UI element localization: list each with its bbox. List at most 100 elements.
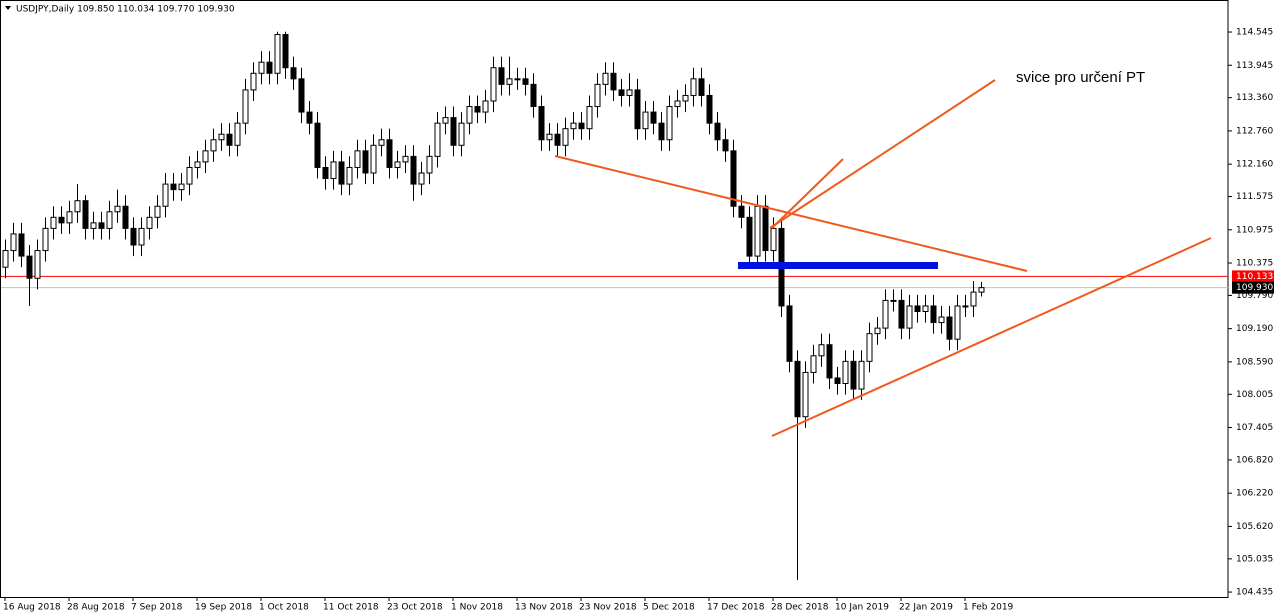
candle-body: [442, 117, 449, 124]
candle-body: [274, 34, 281, 74]
candle-body: [626, 89, 633, 96]
candle-body: [202, 150, 209, 163]
candle-body: [810, 355, 817, 373]
candle-body: [82, 200, 89, 229]
candle-body: [722, 139, 729, 152]
candle-body: [546, 133, 553, 141]
candle-body: [818, 344, 825, 357]
candle-body: [554, 133, 561, 146]
candle-body: [498, 67, 505, 85]
candle-body: [250, 72, 257, 91]
candle-body: [74, 200, 81, 213]
candle-body: [530, 83, 537, 108]
candle-body: [890, 299, 897, 302]
candle-body: [562, 128, 569, 146]
x-tick-label: 17 Dec 2018: [707, 603, 765, 613]
menu-arrow[interactable]: [5, 6, 11, 10]
candle-body: [482, 100, 489, 113]
candle-body: [170, 183, 177, 191]
candle-body: [282, 34, 289, 69]
y-tick-label: 105.035: [1236, 554, 1273, 564]
y-tick-label: 104.435: [1236, 588, 1273, 598]
candle-body: [242, 89, 249, 124]
candle-body: [402, 155, 409, 163]
x-tick-label: 1 Feb 2019: [963, 603, 1014, 613]
x-tick-label: 7 Sep 2018: [131, 603, 183, 613]
y-tick-label: 108.590: [1236, 357, 1273, 367]
candle-body: [90, 222, 97, 229]
candle-body: [42, 227, 49, 252]
candle-body: [522, 78, 529, 85]
y-tick-label: 107.405: [1236, 423, 1273, 433]
candle-body: [746, 216, 753, 257]
candle-body: [826, 344, 833, 379]
candle-body: [666, 106, 673, 141]
candle-body: [338, 161, 345, 185]
candle-body: [602, 72, 609, 85]
candle-body: [714, 122, 721, 141]
candle-body: [394, 161, 401, 168]
candle-body: [730, 150, 737, 207]
x-tick-label: 5 Dec 2018: [643, 603, 695, 613]
candle-body: [162, 183, 169, 207]
x-tick-label: 11 Oct 2018: [323, 603, 379, 613]
candle-body: [682, 94, 689, 102]
y-tick-label: 113.360: [1236, 93, 1273, 103]
candle-body: [450, 117, 457, 146]
candle-body: [186, 166, 193, 185]
candle-body: [10, 233, 17, 252]
candle-body: [346, 166, 353, 185]
candle-body: [426, 155, 433, 174]
candle-body: [906, 305, 913, 329]
candle-body: [930, 305, 937, 324]
price-marker: [1232, 270, 1274, 283]
candle-body: [130, 227, 137, 246]
candle-body: [178, 183, 185, 191]
candle-body: [234, 122, 241, 146]
candle-body: [978, 287, 985, 293]
x-tick-label: 19 Sep 2018: [195, 603, 252, 613]
x-tick-label: 23 Oct 2018: [387, 603, 443, 613]
candle-body: [378, 139, 385, 146]
candle-body: [98, 222, 105, 229]
candle-body: [578, 122, 585, 130]
candle-body: [634, 89, 641, 130]
annotation: svice pro určení PT: [1016, 69, 1145, 86]
candle-body: [218, 133, 225, 141]
candle-body: [106, 211, 113, 229]
candle-body: [466, 106, 473, 124]
candle-body: [690, 78, 697, 96]
x-tick-label: 10 Jan 2019: [835, 603, 889, 613]
y-tick-label: 110.375: [1236, 259, 1273, 269]
candle-body: [370, 144, 377, 174]
candle-body: [386, 139, 393, 168]
candle-body: [874, 327, 881, 335]
y-tick-label: 111.575: [1236, 192, 1273, 202]
y-tick-label: 105.620: [1236, 522, 1273, 532]
candle-body: [858, 360, 865, 390]
candle-body: [298, 78, 305, 113]
candle-body: [738, 205, 745, 218]
candle-body: [898, 299, 905, 329]
candle-body: [834, 377, 841, 385]
candle-body: [322, 166, 329, 180]
trend-line: [771, 158, 844, 229]
y-tick-label: 109.190: [1236, 324, 1273, 334]
candle-body: [922, 305, 929, 312]
candle-body: [594, 83, 601, 108]
candle-body: [882, 299, 889, 329]
candle-body: [226, 133, 233, 146]
x-tick-label: 22 Jan 2019: [899, 603, 953, 613]
zone-rectangle: [738, 262, 938, 269]
candle-body: [794, 360, 801, 418]
candle-body: [706, 94, 713, 124]
price-marker-label: 109.930: [1236, 283, 1273, 293]
candle-body: [946, 316, 953, 340]
y-tick-label: 108.005: [1236, 390, 1273, 400]
candle-body: [514, 78, 521, 81]
candle-body: [434, 122, 441, 157]
candle-body: [26, 255, 33, 279]
candle-body: [306, 111, 313, 124]
chart-title: USDJPY,Daily 109.850 110.034 109.770 109…: [16, 5, 235, 15]
candle-body: [474, 106, 481, 113]
